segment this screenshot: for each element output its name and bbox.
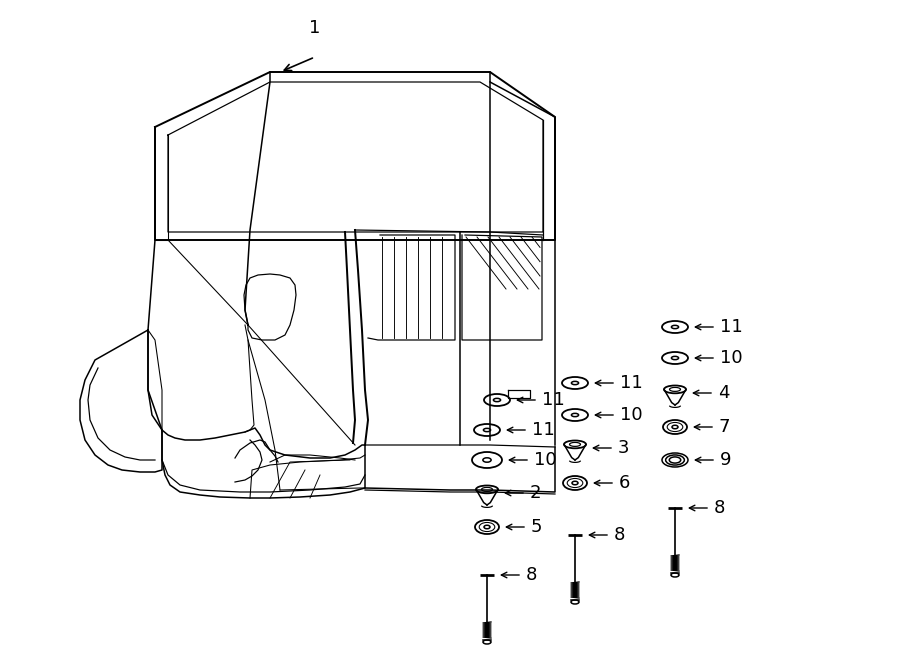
Text: 3: 3 [618,439,629,457]
Text: 5: 5 [531,518,543,536]
Text: 8: 8 [526,566,537,584]
Text: 10: 10 [534,451,556,469]
Text: 11: 11 [720,318,742,336]
Text: 4: 4 [718,384,730,402]
Text: 9: 9 [720,451,732,469]
Text: 8: 8 [714,499,725,517]
Text: 10: 10 [720,349,742,367]
Text: 11: 11 [532,421,554,439]
Text: 8: 8 [614,526,626,544]
Text: 7: 7 [719,418,731,436]
Text: 10: 10 [620,406,643,424]
Text: 11: 11 [542,391,565,409]
Text: 1: 1 [310,19,320,37]
Text: 11: 11 [620,374,643,392]
Text: 2: 2 [530,484,542,502]
Text: 6: 6 [619,474,630,492]
